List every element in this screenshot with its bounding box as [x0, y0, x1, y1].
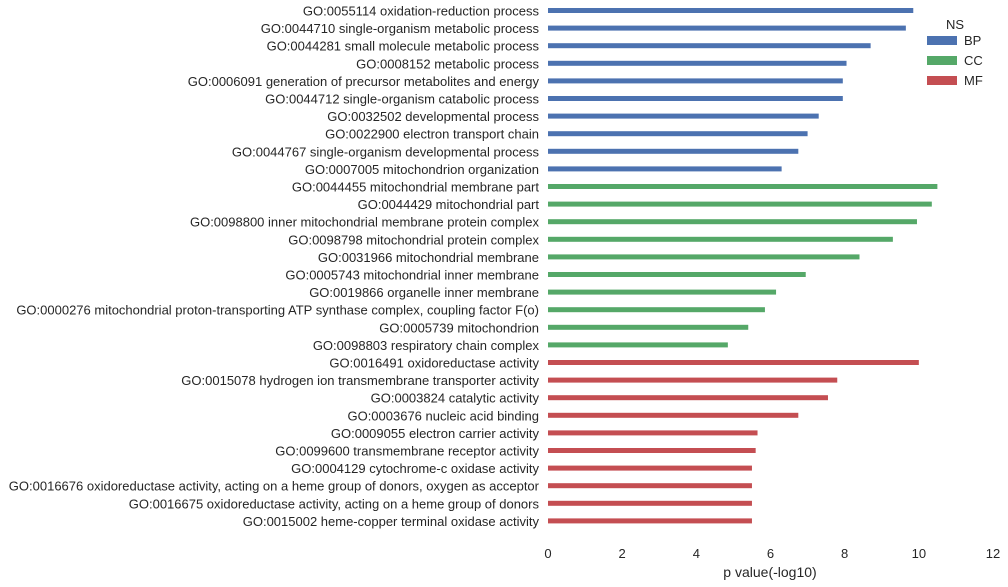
- bar-cc: [548, 254, 860, 260]
- category-label: GO:0015078 hydrogen ion transmembrane tr…: [181, 373, 539, 388]
- bar-cc: [548, 201, 932, 207]
- legend-label-cc: CC: [964, 53, 983, 68]
- legend-label-bp: BP: [964, 33, 981, 48]
- legend-items: BP CC MF: [927, 33, 983, 88]
- category-label: GO:0016675 oxidoreductase activity, acti…: [129, 496, 540, 511]
- category-label: GO:0004129 cytochrome-c oxidase activity: [291, 461, 539, 476]
- bar-mf: [548, 412, 799, 418]
- bar-bp: [548, 43, 871, 49]
- x-tick-label: 2: [619, 546, 626, 561]
- x-tick-label: 0: [544, 546, 551, 561]
- category-label: GO:0044281 small molecule metabolic proc…: [267, 39, 540, 54]
- category-label: GO:0007005 mitochondrion organization: [305, 162, 539, 177]
- x-tick-label: 6: [767, 546, 774, 561]
- bar-mf: [548, 360, 919, 365]
- x-tick-label: 12: [986, 546, 1000, 561]
- bar-bp: [548, 78, 843, 84]
- category-label: GO:0008152 metabolic process: [356, 56, 539, 71]
- category-label: GO:0019866 organelle inner membrane: [309, 285, 539, 300]
- legend-label-mf: MF: [964, 73, 983, 88]
- bar-cc: [548, 342, 728, 348]
- category-label: GO:0098800 inner mitochondrial membrane …: [190, 215, 540, 230]
- bar-cc: [548, 289, 777, 295]
- category-label: GO:0044767 single-organism developmental…: [232, 144, 540, 159]
- bars-layer: [548, 8, 938, 524]
- bar-bp: [548, 8, 914, 13]
- category-label: GO:0005739 mitochondrion: [379, 320, 539, 335]
- category-label: GO:0003676 nucleic acid binding: [347, 408, 539, 423]
- category-label: GO:0099600 transmembrane receptor activi…: [275, 444, 539, 459]
- x-axis-ticks: 0 2 4 6 8 10 12: [544, 546, 1000, 561]
- category-label: GO:0006091 generation of precursor metab…: [188, 74, 540, 89]
- legend-title: NS: [946, 17, 964, 32]
- category-label: GO:0003824 catalytic activity: [371, 391, 540, 406]
- category-label: GO:0031966 mitochondrial membrane: [318, 250, 539, 265]
- bar-bp: [548, 166, 782, 172]
- category-label: GO:0022900 electron transport chain: [325, 127, 539, 142]
- bar-mf: [548, 430, 758, 436]
- category-label: GO:0016491 oxidoreductase activity: [329, 356, 539, 371]
- bar-cc: [548, 272, 806, 277]
- bar-bp: [548, 131, 808, 137]
- bar-mf: [548, 377, 838, 383]
- bar-bp: [548, 113, 819, 119]
- category-label: GO:0016676 oxidoreductase activity, acti…: [9, 479, 540, 494]
- legend-swatch-cc: [927, 56, 957, 65]
- category-labels: GO:0055114 oxidation-reduction process GO…: [9, 4, 540, 529]
- bar-bp: [548, 25, 906, 31]
- bar-bp: [548, 148, 799, 154]
- category-label: GO:0098798 mitochondrial protein complex: [288, 232, 539, 247]
- category-label: GO:0044710 single-organism metabolic pro…: [261, 21, 540, 36]
- bar-mf: [548, 395, 828, 401]
- bar-mf: [548, 500, 752, 506]
- category-label: GO:0032502 developmental process: [327, 109, 539, 124]
- category-label: GO:0005743 mitochondrial inner membrane: [285, 268, 539, 283]
- bar-cc: [548, 324, 749, 330]
- legend-swatch-bp: [927, 36, 957, 45]
- legend: NS BP CC MF: [927, 17, 983, 88]
- bar-bp: [548, 60, 847, 66]
- bar-mf: [548, 518, 752, 524]
- bar-cc: [548, 307, 765, 313]
- category-label: GO:0044455 mitochondrial membrane part: [292, 180, 540, 195]
- legend-swatch-mf: [927, 76, 957, 85]
- bar-cc: [548, 236, 893, 242]
- category-label: GO:0044429 mitochondrial part: [358, 197, 540, 212]
- category-label: GO:0044712 single-organism catabolic pro…: [265, 92, 539, 107]
- bar-cc: [548, 184, 938, 189]
- category-label: GO:0015002 heme-copper terminal oxidase …: [243, 514, 540, 529]
- category-label: GO:0000276 mitochondrial proton-transpor…: [16, 303, 539, 318]
- category-label: GO:0009055 electron carrier activity: [331, 426, 540, 441]
- bar-bp: [548, 96, 843, 101]
- x-axis-label: p value(-log10): [723, 564, 816, 580]
- x-tick-label: 4: [693, 546, 700, 561]
- x-tick-label: 10: [912, 546, 926, 561]
- category-label: GO:0098803 respiratory chain complex: [313, 338, 540, 353]
- bar-mf: [548, 483, 752, 489]
- x-tick-label: 8: [841, 546, 848, 561]
- bar-cc: [548, 219, 917, 225]
- category-label: GO:0055114 oxidation-reduction process: [303, 4, 540, 19]
- bar-mf: [548, 465, 752, 471]
- bar-mf: [548, 448, 756, 453]
